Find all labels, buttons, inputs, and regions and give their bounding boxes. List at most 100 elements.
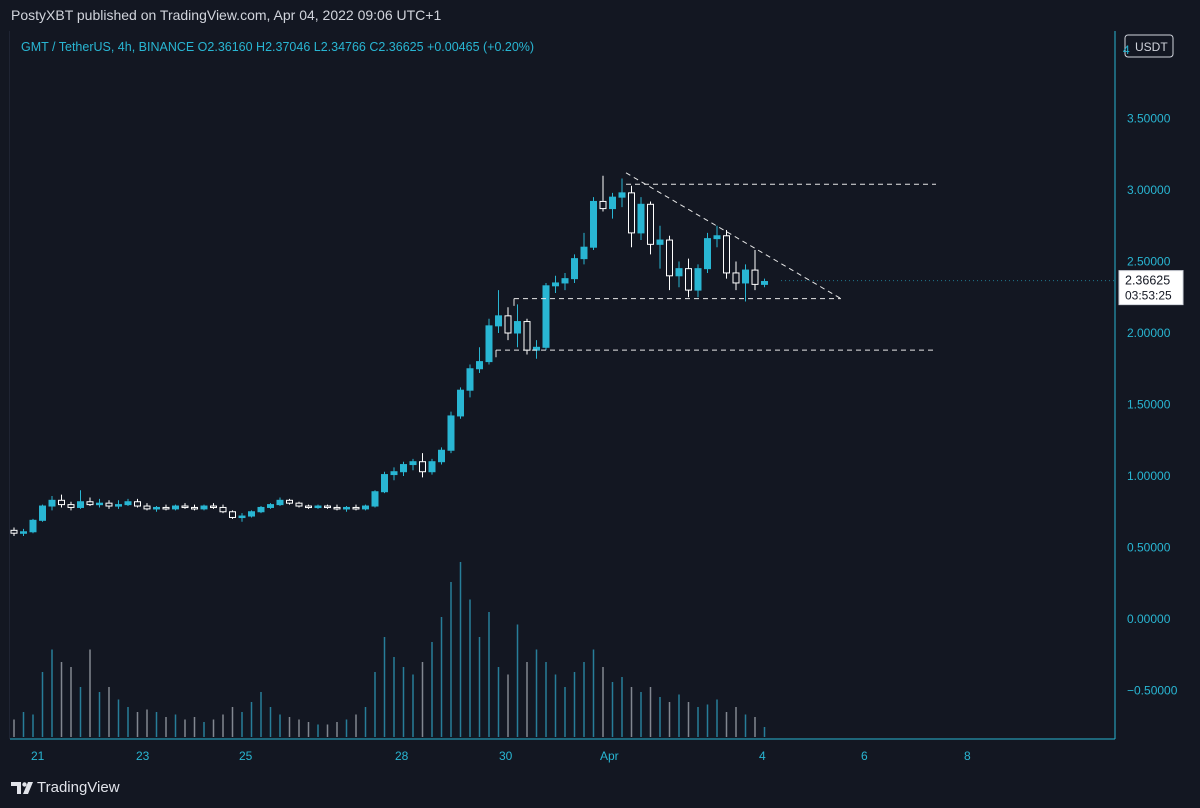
volume-bar [573,672,576,737]
volume-bar [241,712,243,737]
volume-bar [564,687,566,737]
candle-body [514,321,521,334]
candle-body [58,499,65,506]
candle-body [438,449,445,463]
volume-bar [393,657,395,737]
volume-bar [630,687,633,737]
candle-body [10,529,18,534]
volume-bar [32,714,34,737]
candle-body [732,272,740,284]
candle-body [191,506,198,510]
volume-bar [706,704,709,737]
y-tick-label: 0.00000 [1127,612,1171,626]
candle-body [495,315,502,327]
volume-bar [545,662,547,737]
candle-body [694,268,702,291]
volume-bar [507,674,509,737]
candle-body [286,499,293,504]
volume-bar [659,697,661,737]
volume-bar [735,707,737,737]
candle-body [647,203,654,245]
candle-body [561,278,569,284]
candle-body [105,502,113,507]
volume-bar [193,717,196,737]
candlestick-chart[interactable]: GMT / TetherUS, 4h, BINANCE O2.36160 H2.… [10,31,1200,770]
candle-body [599,200,607,210]
candle-body [637,203,645,234]
candle-body [609,196,616,210]
candle-body [162,506,170,510]
volume-bar [136,712,139,737]
candle-body [124,501,132,506]
y-tick-label: 3.00000 [1127,183,1171,197]
volume-bar [13,719,15,737]
volume-bar [488,612,490,737]
y-tick-label: 1.50000 [1127,398,1171,412]
volume-bar [611,682,614,737]
volume-bar [554,674,557,737]
published-line: PostyXBT published on TradingView.com, A… [11,7,442,23]
x-tick-label: 28 [395,749,409,763]
volume-bar [440,617,443,737]
candle-body [466,368,474,391]
candle-body [181,505,189,509]
volume-bar [640,692,642,737]
candle-body [742,269,749,284]
x-tick-label: 8 [964,749,971,763]
candle-body [590,200,597,248]
candle-body [229,511,236,518]
candle-body [314,505,322,509]
y-tick-label: 3.50000 [1127,112,1171,126]
candle-body [96,502,103,506]
volume-bar [345,719,348,737]
tradingview-logo-icon [11,782,33,794]
x-tick-label: 21 [31,749,45,763]
y-tick-label: 2.00000 [1127,326,1171,340]
volume-bar [649,687,652,737]
candle-body [675,268,683,277]
volume-bar [497,667,500,737]
candle-body [29,519,37,533]
volume-bar [184,719,186,737]
candle-body [67,504,75,508]
candle-body [86,501,94,506]
descending-trendline[interactable] [625,172,842,300]
volume-bar [146,709,148,737]
volume-bar [269,707,272,737]
candle-body [48,499,56,507]
volume-bar [51,649,53,737]
volume-bar [592,649,595,737]
volume-bar [421,662,424,737]
candle-body [571,258,578,280]
candle-body [238,515,246,519]
candle-body [400,464,407,473]
candle-body [134,501,141,507]
volume-bar [668,702,671,737]
x-tick-label: 4 [759,749,766,763]
volume-bar [744,714,747,737]
candle-body [324,505,331,509]
volume-bar [459,562,462,737]
volume-bar [60,662,63,737]
volume-bar [117,699,120,737]
volume-bar [155,712,158,737]
volume-bar [89,649,91,737]
volume-bar [174,714,177,737]
candle-body [20,531,27,534]
volume-bar [307,722,310,737]
chart-area[interactable]: GMT / TetherUS, 4h, BINANCE O2.36160 H2.… [9,31,1184,763]
candle-body [409,461,417,466]
volume-bar [355,714,357,737]
volume-bar [279,714,281,737]
volume-bar [621,677,623,737]
y-tick-label: 4 [1123,43,1130,57]
volume-bar [98,692,101,737]
volume-bar [374,672,376,737]
candle-body [362,505,369,510]
candle-body [476,361,483,370]
volume-bar [326,724,329,737]
currency-badge-label: USDT [1135,40,1168,54]
volume-bar [298,719,300,737]
currency-badge[interactable] [1124,34,1174,58]
candle-body [628,192,635,234]
